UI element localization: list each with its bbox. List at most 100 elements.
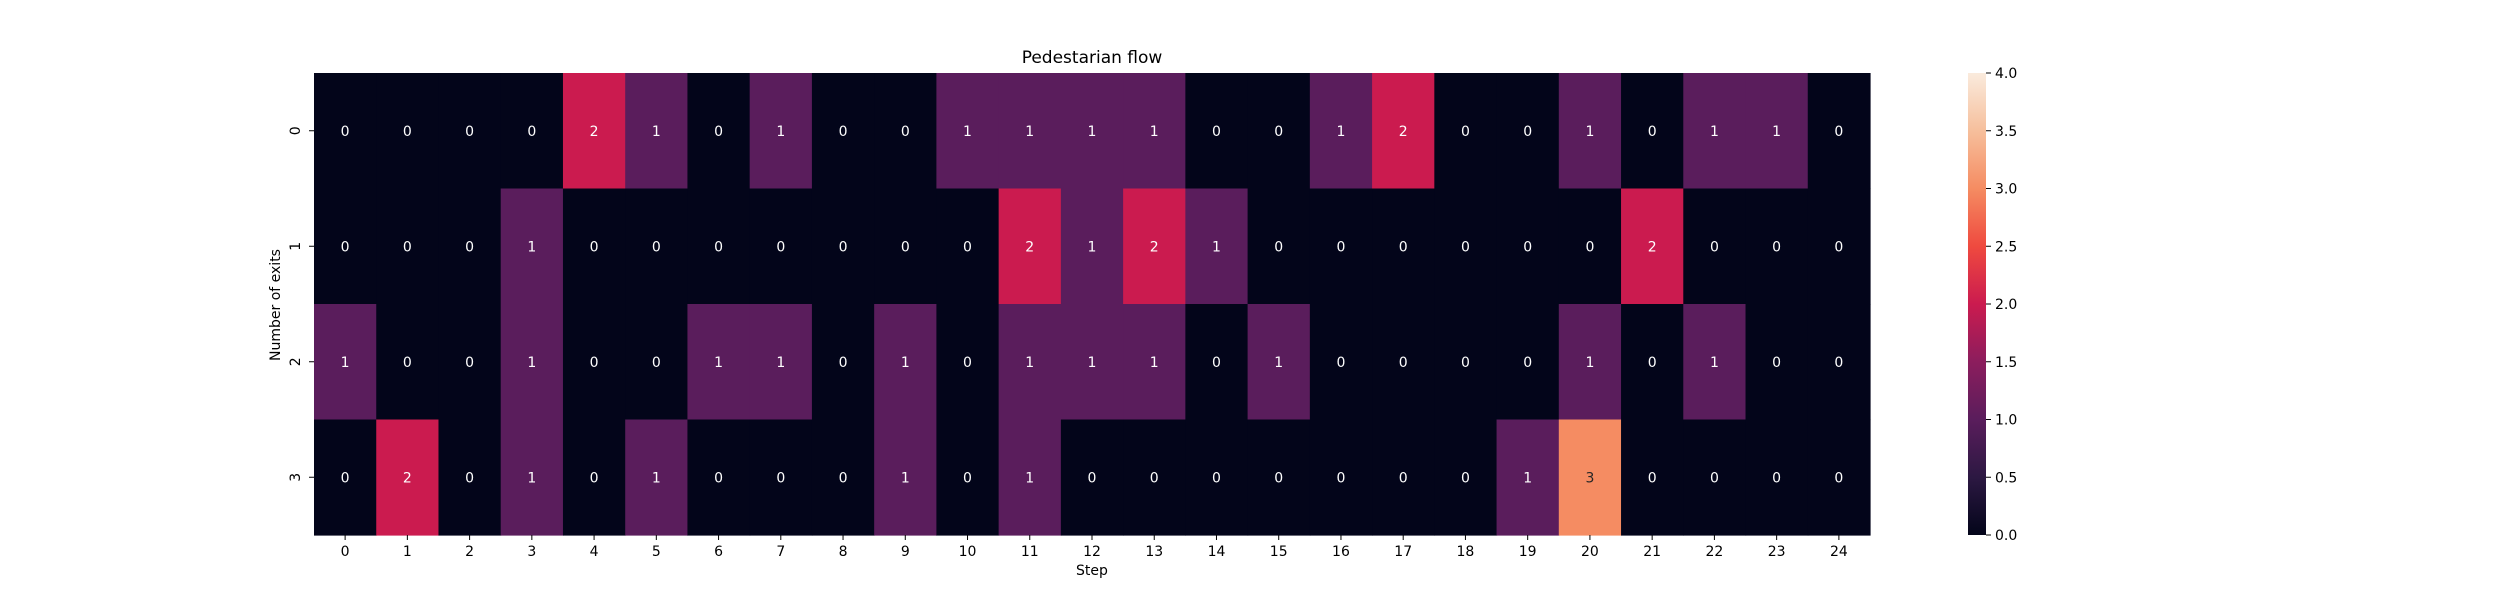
- cell-value-label: 0: [652, 355, 661, 371]
- heatmap-cell: [811, 73, 875, 190]
- cell-value-label: 0: [839, 239, 848, 255]
- x-axis-ticks: 0 1 2 3 4 5 6 7 8 9 10 11 12 13 14 15 16 17 18 19 20 21 22 23 24: [341, 535, 1848, 560]
- heatmap-cell: [811, 304, 875, 421]
- heatmap-cell: [1621, 73, 1684, 190]
- heatmap-cell: [376, 188, 440, 305]
- heatmap-cell: [1807, 419, 1871, 536]
- heatmap-cell: [1683, 188, 1747, 305]
- heatmap-cell: [1060, 304, 1124, 421]
- cell-value-label: 0: [527, 124, 536, 140]
- x-tick-label: 3: [527, 544, 536, 560]
- heatmap-cell: [687, 188, 751, 305]
- heatmap-cell: [500, 73, 564, 190]
- colorbar-gradient: [1968, 73, 1986, 535]
- cell-value-label: 1: [1025, 124, 1034, 140]
- heatmap-cell: [687, 419, 751, 536]
- cell-value-label: 1: [1088, 124, 1097, 140]
- cell-value-label: 1: [1150, 355, 1159, 371]
- cell-value-label: 3: [1585, 470, 1594, 486]
- heatmap-cell: [500, 188, 564, 305]
- colorbar-tick-label: 1.0: [1995, 413, 2017, 429]
- x-tick-label: 22: [1705, 544, 1723, 560]
- cell-value-label: 0: [1523, 239, 1532, 255]
- cell-value-label: 0: [776, 470, 785, 486]
- cell-value-label: 1: [1710, 124, 1719, 140]
- heatmap-cell: [1558, 419, 1622, 536]
- x-tick-label: 9: [901, 544, 910, 560]
- heatmap-cell: [1434, 188, 1498, 305]
- heatmap-cell: [1496, 419, 1560, 536]
- cell-value-label: 1: [1336, 124, 1345, 140]
- heatmap-cell: [625, 419, 689, 536]
- heatmap-cell: [1745, 419, 1809, 536]
- cell-value-label: 0: [1212, 470, 1221, 486]
- cell-value-label: 0: [901, 239, 910, 255]
- heatmap-cell: [1185, 73, 1249, 190]
- cell-value-label: 0: [1399, 470, 1408, 486]
- heatmap-cell: [1434, 73, 1498, 190]
- cell-value-label: 0: [403, 124, 412, 140]
- cell-value-label: 0: [1710, 239, 1719, 255]
- cell-value-label: 1: [1523, 470, 1532, 486]
- heatmap-cell: [749, 188, 813, 305]
- heatmap-cell: [376, 419, 440, 536]
- cell-value-label: 1: [776, 124, 785, 140]
- cell-value-label: 0: [341, 470, 350, 486]
- cell-value-label: 0: [590, 470, 599, 486]
- cell-value-label: 1: [1025, 355, 1034, 371]
- cell-value-label: 0: [1834, 124, 1843, 140]
- heatmap-cell: [1247, 188, 1311, 305]
- heatmap-cell: [936, 419, 1000, 536]
- cell-value-label: 0: [1399, 239, 1408, 255]
- heatmap-cell: [625, 73, 689, 190]
- heatmap-cell: [562, 304, 626, 421]
- heatmap-cell: [1434, 419, 1498, 536]
- cell-value-label: 0: [1461, 124, 1470, 140]
- heatmap-cell: [625, 304, 689, 421]
- y-tick-label: 0: [288, 126, 304, 135]
- cell-value-label: 2: [1025, 239, 1034, 255]
- cell-value-label: 0: [1212, 355, 1221, 371]
- heatmap-cell: [998, 188, 1062, 305]
- heatmap-cell: [1185, 304, 1249, 421]
- heatmap-cell: [438, 419, 502, 536]
- heatmap-cell: [1060, 188, 1124, 305]
- cell-value-label: 0: [963, 470, 972, 486]
- heatmap-cell: [500, 419, 564, 536]
- heatmap-cell: [438, 304, 502, 421]
- cell-value-label: 0: [1088, 470, 1097, 486]
- heatmap-cell: [438, 73, 502, 190]
- heatmap-cell: [1558, 73, 1622, 190]
- cell-value-label: 0: [1274, 124, 1283, 140]
- cell-value-label: 0: [776, 239, 785, 255]
- cell-value-label: 1: [652, 124, 661, 140]
- heatmap-cell: [874, 188, 937, 305]
- cell-value-label: 0: [963, 355, 972, 371]
- heatmap-cell: [811, 419, 875, 536]
- heatmap-cell: [1621, 304, 1684, 421]
- cell-value-label: 0: [1523, 355, 1532, 371]
- heatmap-cell: [562, 188, 626, 305]
- cell-value-label: 0: [1648, 124, 1657, 140]
- heatmap-cell: [1807, 188, 1871, 305]
- cell-value-label: 0: [714, 470, 723, 486]
- cell-value-label: 0: [341, 124, 350, 140]
- heatmap-cell: [1621, 188, 1684, 305]
- cell-value-label: 0: [590, 355, 599, 371]
- x-tick-label: 21: [1643, 544, 1661, 560]
- heatmap-cell: [1060, 73, 1124, 190]
- heatmap-cell: [1372, 419, 1435, 536]
- cell-value-label: 1: [1025, 470, 1034, 486]
- heatmap-cell: [314, 419, 377, 536]
- heatmap-cell: [874, 73, 937, 190]
- cell-value-label: 0: [1772, 470, 1781, 486]
- chart-title: Pedestarian flow: [1022, 48, 1163, 68]
- x-tick-label: 5: [652, 544, 661, 560]
- cell-value-label: 1: [1274, 355, 1283, 371]
- cell-value-label: 0: [1772, 239, 1781, 255]
- x-tick-label: 23: [1768, 544, 1786, 560]
- cell-value-label: 1: [1772, 124, 1781, 140]
- colorbar-tick-label: 3.5: [1995, 124, 2017, 140]
- x-tick-label: 19: [1519, 544, 1537, 560]
